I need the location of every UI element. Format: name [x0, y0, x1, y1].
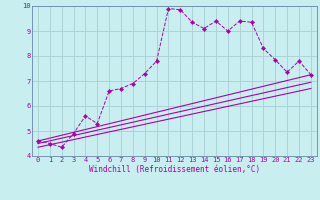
- X-axis label: Windchill (Refroidissement éolien,°C): Windchill (Refroidissement éolien,°C): [89, 165, 260, 174]
